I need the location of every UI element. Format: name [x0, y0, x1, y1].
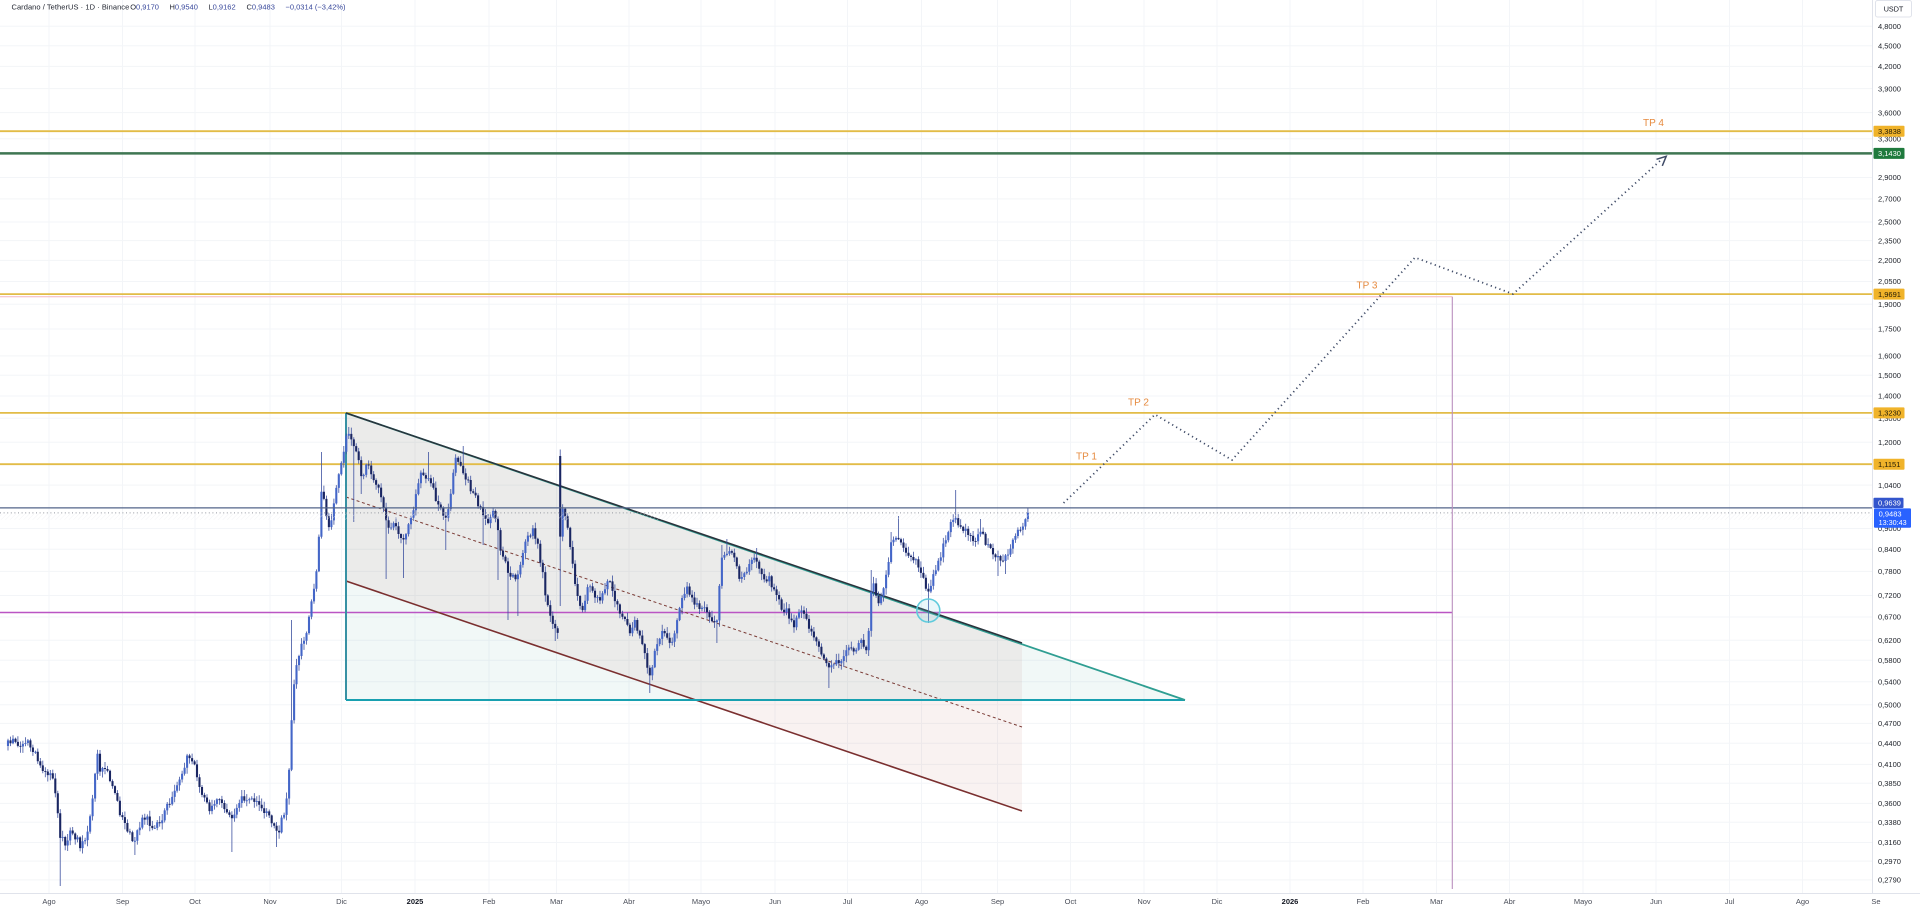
- svg-text:0,7200: 0,7200: [1878, 591, 1901, 600]
- svg-text:3,1430: 3,1430: [1878, 149, 1901, 158]
- svg-text:0,8400: 0,8400: [1878, 545, 1901, 554]
- svg-text:2025: 2025: [407, 897, 424, 906]
- svg-text:Jun: Jun: [1650, 897, 1662, 906]
- svg-text:2,9000: 2,9000: [1878, 173, 1901, 182]
- svg-text:Nov: Nov: [1137, 897, 1151, 906]
- svg-text:1,1151: 1,1151: [1878, 460, 1900, 469]
- svg-text:Mar: Mar: [550, 897, 563, 906]
- svg-text:0,6700: 0,6700: [1878, 613, 1901, 622]
- svg-text:0,7800: 0,7800: [1878, 567, 1901, 576]
- svg-text:Dic: Dic: [1212, 897, 1223, 906]
- svg-text:Oct: Oct: [189, 897, 202, 906]
- svg-text:3,9000: 3,9000: [1878, 84, 1901, 93]
- svg-text:1,9691: 1,9691: [1878, 290, 1901, 299]
- svg-text:1,0400: 1,0400: [1878, 481, 1901, 490]
- svg-text:3,3838: 3,3838: [1878, 127, 1901, 136]
- svg-text:Mayo: Mayo: [1574, 897, 1592, 906]
- svg-text:1,3230: 1,3230: [1878, 409, 1901, 418]
- svg-text:Jul: Jul: [1725, 897, 1735, 906]
- svg-text:0,2790: 0,2790: [1878, 876, 1901, 885]
- svg-text:TP 4: TP 4: [1643, 118, 1664, 129]
- svg-text:0,6200: 0,6200: [1878, 636, 1901, 645]
- svg-text:1,4000: 1,4000: [1878, 392, 1901, 401]
- svg-text:0,4400: 0,4400: [1878, 739, 1901, 748]
- svg-text:1,7500: 1,7500: [1878, 325, 1901, 334]
- svg-text:Mayo: Mayo: [692, 897, 710, 906]
- svg-text:Ago: Ago: [42, 897, 55, 906]
- svg-text:3,6000: 3,6000: [1878, 108, 1901, 117]
- svg-text:1,2000: 1,2000: [1878, 438, 1901, 447]
- svg-text:0,3600: 0,3600: [1878, 799, 1901, 808]
- svg-text:Sep: Sep: [991, 897, 1004, 906]
- svg-text:Jul: Jul: [843, 897, 853, 906]
- svg-text:2,2000: 2,2000: [1878, 256, 1901, 265]
- svg-text:Feb: Feb: [483, 897, 496, 906]
- svg-text:0,9483: 0,9483: [1879, 509, 1902, 518]
- svg-text:TP 2: TP 2: [1128, 398, 1149, 409]
- svg-text:0,9000: 0,9000: [1878, 524, 1901, 533]
- svg-text:Ago: Ago: [1796, 897, 1809, 906]
- svg-text:2026: 2026: [1282, 897, 1299, 906]
- svg-text:Abr: Abr: [1504, 897, 1516, 906]
- svg-text:Mar: Mar: [1430, 897, 1443, 906]
- svg-text:Oct: Oct: [1065, 897, 1078, 906]
- svg-text:1,5000: 1,5000: [1878, 371, 1901, 380]
- svg-text:Dic: Dic: [336, 897, 347, 906]
- svg-text:2,0500: 2,0500: [1878, 277, 1901, 286]
- svg-text:TP 3: TP 3: [1357, 280, 1378, 291]
- svg-text:Jun: Jun: [769, 897, 781, 906]
- svg-text:1,6000: 1,6000: [1878, 352, 1901, 361]
- svg-text:4,8000: 4,8000: [1878, 22, 1901, 31]
- svg-text:0,9639: 0,9639: [1878, 499, 1901, 508]
- svg-text:Sep: Sep: [116, 897, 129, 906]
- svg-text:0,3850: 0,3850: [1878, 779, 1901, 788]
- svg-text:Cardano / TetherUS · 1D · Bina: Cardano / TetherUS · 1D · Binance: [12, 3, 130, 12]
- svg-text:Ago: Ago: [915, 897, 928, 906]
- svg-text:0,3160: 0,3160: [1878, 838, 1901, 847]
- svg-text:0,4100: 0,4100: [1878, 760, 1901, 769]
- svg-text:USDT: USDT: [1884, 4, 1904, 13]
- svg-text:Feb: Feb: [1357, 897, 1370, 906]
- svg-text:Nov: Nov: [263, 897, 277, 906]
- svg-text:13:30:43: 13:30:43: [1879, 518, 1907, 527]
- svg-text:0,4700: 0,4700: [1878, 719, 1901, 728]
- svg-text:0,5000: 0,5000: [1878, 701, 1901, 710]
- svg-text:0,2970: 0,2970: [1878, 857, 1901, 866]
- svg-text:1,9000: 1,9000: [1878, 300, 1901, 309]
- svg-text:0,5400: 0,5400: [1878, 678, 1901, 687]
- svg-text:4,5000: 4,5000: [1878, 41, 1901, 50]
- svg-text:0,3380: 0,3380: [1878, 818, 1901, 827]
- svg-text:TP 1: TP 1: [1076, 452, 1097, 463]
- svg-text:0,5800: 0,5800: [1878, 656, 1901, 665]
- svg-text:3,3000: 3,3000: [1878, 134, 1901, 143]
- svg-text:4,2000: 4,2000: [1878, 62, 1901, 71]
- svg-text:Se: Se: [1871, 897, 1880, 906]
- svg-text:2,3500: 2,3500: [1878, 236, 1901, 245]
- svg-text:Abr: Abr: [623, 897, 635, 906]
- svg-text:2,7000: 2,7000: [1878, 195, 1901, 204]
- svg-text:2,5000: 2,5000: [1878, 218, 1901, 227]
